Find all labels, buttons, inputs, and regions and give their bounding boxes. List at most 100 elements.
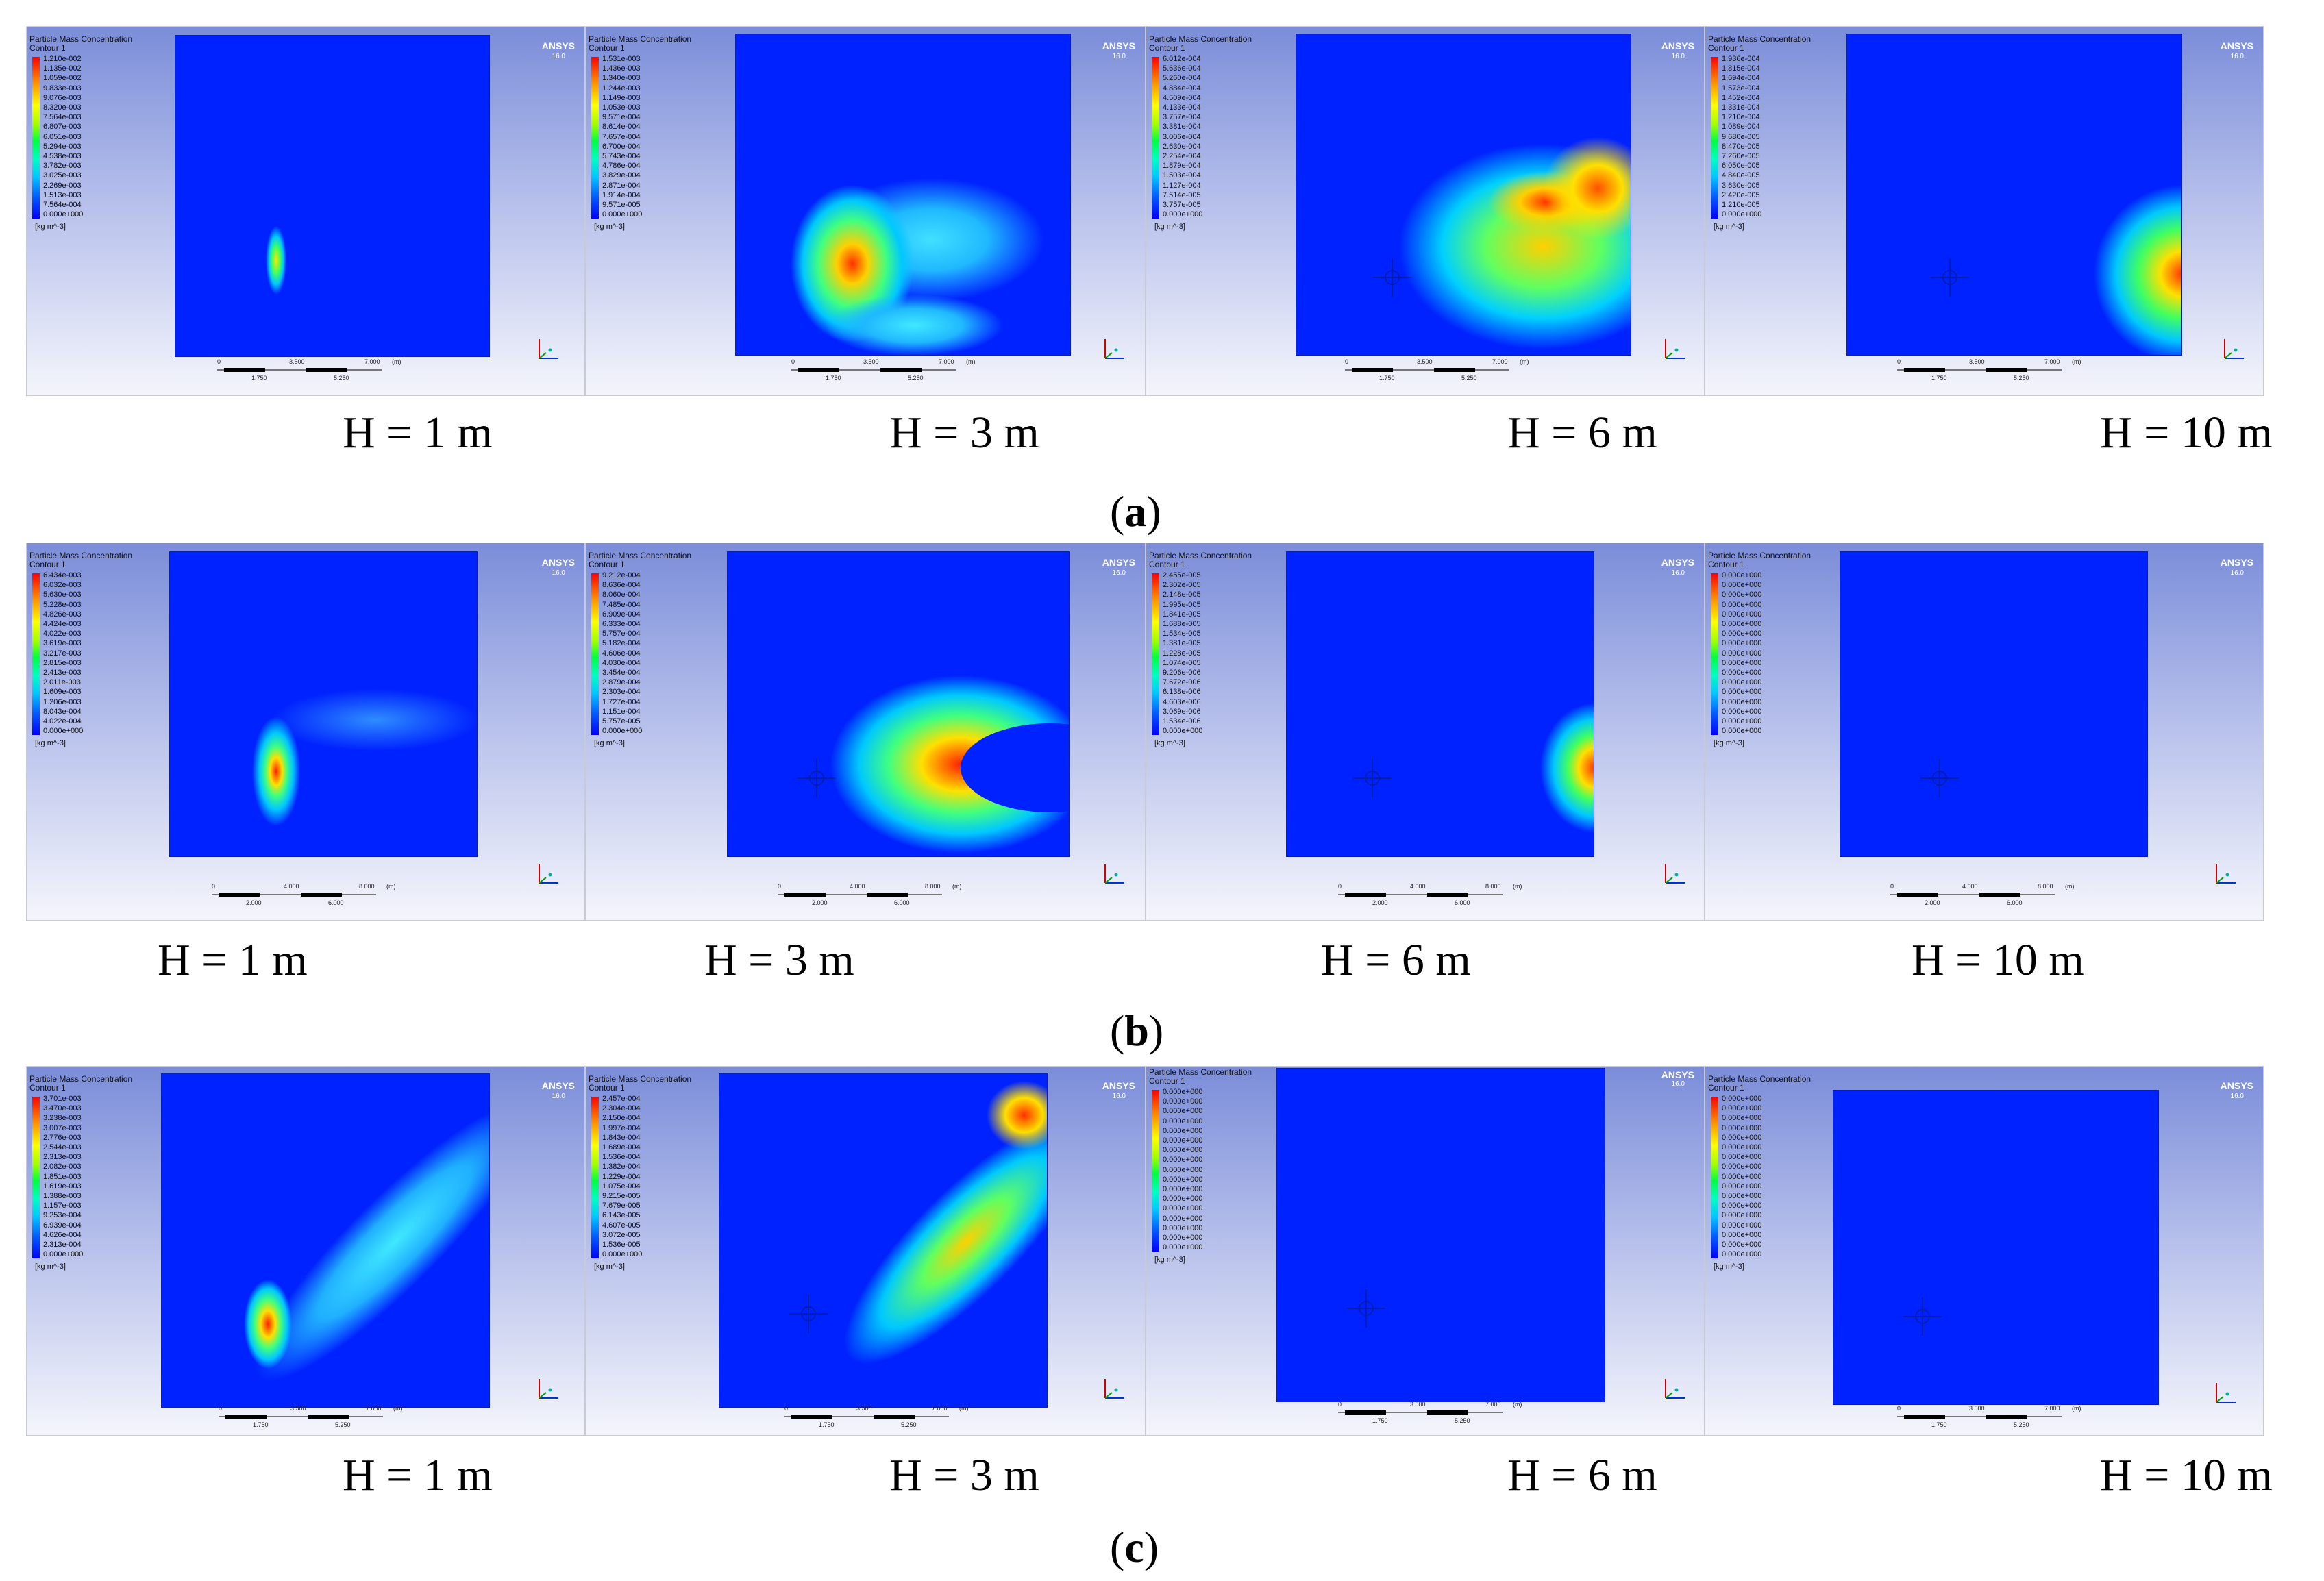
legend-value: 0.000e+000	[1163, 1117, 1203, 1125]
axis-triad-icon	[2212, 1379, 2240, 1406]
height-label: H = 6 m	[1507, 408, 1657, 458]
legend-value: 9.212e-004	[602, 571, 641, 580]
scale-tick-label: 7.000	[364, 358, 380, 365]
legend-value: 0.000e+000	[1722, 649, 1762, 658]
panel-title: Particle Mass Concentration Contour 1	[589, 1074, 692, 1093]
origin-marker-icon	[796, 758, 837, 799]
scale-tick-label: 6.000	[1455, 899, 1470, 906]
legend-value: 3.619e-003	[43, 639, 82, 648]
legend-value: 1.210e-002	[43, 55, 82, 63]
legend-value: 6.333e-004	[602, 620, 641, 628]
scale-tick-label: (m)	[2072, 358, 2081, 365]
legend-unit: [kg m^-3]	[594, 1262, 625, 1271]
legend-value: 1.382e-004	[602, 1162, 641, 1171]
scale-tick-label: 0	[217, 358, 221, 365]
legend-unit: [kg m^-3]	[594, 223, 625, 231]
scale-tick-label: (m)	[392, 358, 401, 365]
legend-value: 1.688e-005	[1163, 620, 1201, 628]
legend-value: 5.636e-004	[1163, 64, 1201, 73]
height-label: H = 3 m	[704, 935, 854, 985]
ansys-version: 16.0	[552, 1093, 565, 1100]
legend-value: 6.700e-004	[602, 142, 641, 151]
legend-value: 2.269e-003	[43, 181, 82, 190]
ansys-logo: ANSYS	[1661, 1069, 1694, 1080]
legend-value: 5.228e-003	[43, 600, 82, 609]
legend-value: 2.254e-004	[1163, 152, 1201, 160]
legend-value: 0.000e+000	[1163, 1175, 1203, 1184]
scale-tick-label: 1.750	[1931, 1421, 1947, 1428]
legend-value: 0.000e+000	[1163, 1185, 1203, 1193]
legend-value: 0.000e+000	[1722, 590, 1762, 599]
legend-value: 4.786e-004	[602, 162, 641, 171]
scale-tick-label: (m)	[1513, 883, 1522, 890]
origin-marker-icon	[1352, 758, 1393, 799]
legend-value: 0.000e+000	[1722, 620, 1762, 628]
legend-value: 1.534e-006	[1163, 717, 1201, 725]
legend-value: 1.210e-005	[1722, 201, 1760, 209]
legend-value: 0.000e+000	[1163, 1223, 1203, 1232]
legend-value: 9.206e-006	[1163, 669, 1201, 677]
legend-value: 1.206e-003	[43, 697, 82, 706]
scale-tick-label: 0	[1897, 1405, 1901, 1412]
legend-value: 1.331e-004	[1722, 103, 1760, 112]
legend-value: 5.630e-003	[43, 590, 82, 599]
legend-value: 0.000e+000	[1722, 1192, 1762, 1200]
scale-tick-label: 0	[1338, 1401, 1342, 1408]
ansys-version: 16.0	[1112, 569, 1126, 577]
scale-tick-label: 2.000	[812, 899, 828, 906]
scale-tick-label: (m)	[1513, 1401, 1522, 1408]
legend-value: 2.871e-004	[602, 181, 641, 190]
legend-value: 1.436e-003	[602, 64, 641, 73]
legend-value: 7.260e-005	[1722, 152, 1760, 160]
scale-tick-label: 0	[212, 883, 216, 890]
scale-bar: 0 3.500 7.000 (m) 1.750 5.250	[791, 358, 997, 383]
contour-plot	[1846, 34, 2182, 356]
legend-value: 0.000e+000	[1163, 727, 1203, 736]
legend-value: 0.000e+000	[1722, 630, 1762, 638]
legend-value: 4.022e-004	[43, 717, 82, 725]
plume-edge	[2094, 185, 2181, 355]
scale-bar: 0 3.500 7.000 (m) 1.750 5.250	[1345, 358, 1550, 383]
legend-value: 1.843e-004	[602, 1133, 641, 1142]
legend-value: 1.059e-002	[43, 74, 82, 83]
contour-panel-c4: Particle Mass Concentration Contour 1 0.0…	[1705, 1066, 2264, 1436]
scale-tick-label: 0	[791, 358, 795, 365]
legend-value: 1.936e-004	[1722, 55, 1760, 63]
origin-marker-icon	[1919, 758, 1960, 799]
contour-plot	[735, 34, 1071, 356]
contour-panel-c2: Particle Mass Concentration Contour 1 2.4…	[585, 1066, 1146, 1436]
scale-tick-label: 5.250	[2014, 375, 2029, 382]
scale-bar: 0 4.000 8.000 (m) 2.000 6.000	[1890, 883, 2096, 908]
legend-value: 2.011e-003	[43, 678, 81, 687]
legend-value: 1.534e-005	[1163, 630, 1201, 638]
contour-plot	[175, 35, 490, 357]
figure-caption-c: (c)	[1110, 1523, 1159, 1571]
plume-cloud	[825, 295, 1003, 355]
legend-value: 1.229e-004	[602, 1172, 641, 1181]
legend-value: 3.757e-005	[1163, 201, 1201, 209]
legend-value: 4.603e-006	[1163, 697, 1201, 706]
panel-title: Particle Mass Concentration Contour 1	[589, 551, 692, 569]
legend-value: 2.302e-005	[1163, 581, 1201, 590]
legend-value: 6.051e-003	[43, 132, 82, 141]
ansys-logo: ANSYS	[2220, 40, 2253, 51]
origin-marker-icon	[1346, 1288, 1387, 1329]
scale-bar: 0 3.500 7.000 (m) 1.750 5.250	[1338, 1401, 1544, 1426]
plume-edge	[1540, 703, 1594, 833]
legend-unit: [kg m^-3]	[1154, 739, 1185, 747]
scale-tick-label: 3.500	[290, 1405, 306, 1412]
scale-tick-label: (m)	[952, 883, 962, 890]
legend-unit: [kg m^-3]	[1714, 223, 1744, 231]
scale-bar: 0 3.500 7.000 (m) 1.750 5.250	[1897, 1405, 2103, 1430]
legend-value: 3.757e-004	[1163, 113, 1201, 122]
legend-value: 1.210e-004	[1722, 113, 1760, 122]
axis-triad-icon	[1101, 860, 1128, 887]
legend-value: 4.826e-003	[43, 610, 82, 619]
scale-tick-label: 7.000	[1485, 1401, 1501, 1408]
legend-value: 1.689e-004	[602, 1143, 641, 1151]
contour-panel-b2: Particle Mass Concentration Contour 1 9.2…	[585, 543, 1146, 921]
height-label: H = 1 m	[343, 1450, 493, 1500]
legend-value: 1.694e-004	[1722, 74, 1760, 83]
axis-triad-icon	[535, 335, 563, 362]
legend-value: 1.619e-003	[43, 1182, 82, 1191]
